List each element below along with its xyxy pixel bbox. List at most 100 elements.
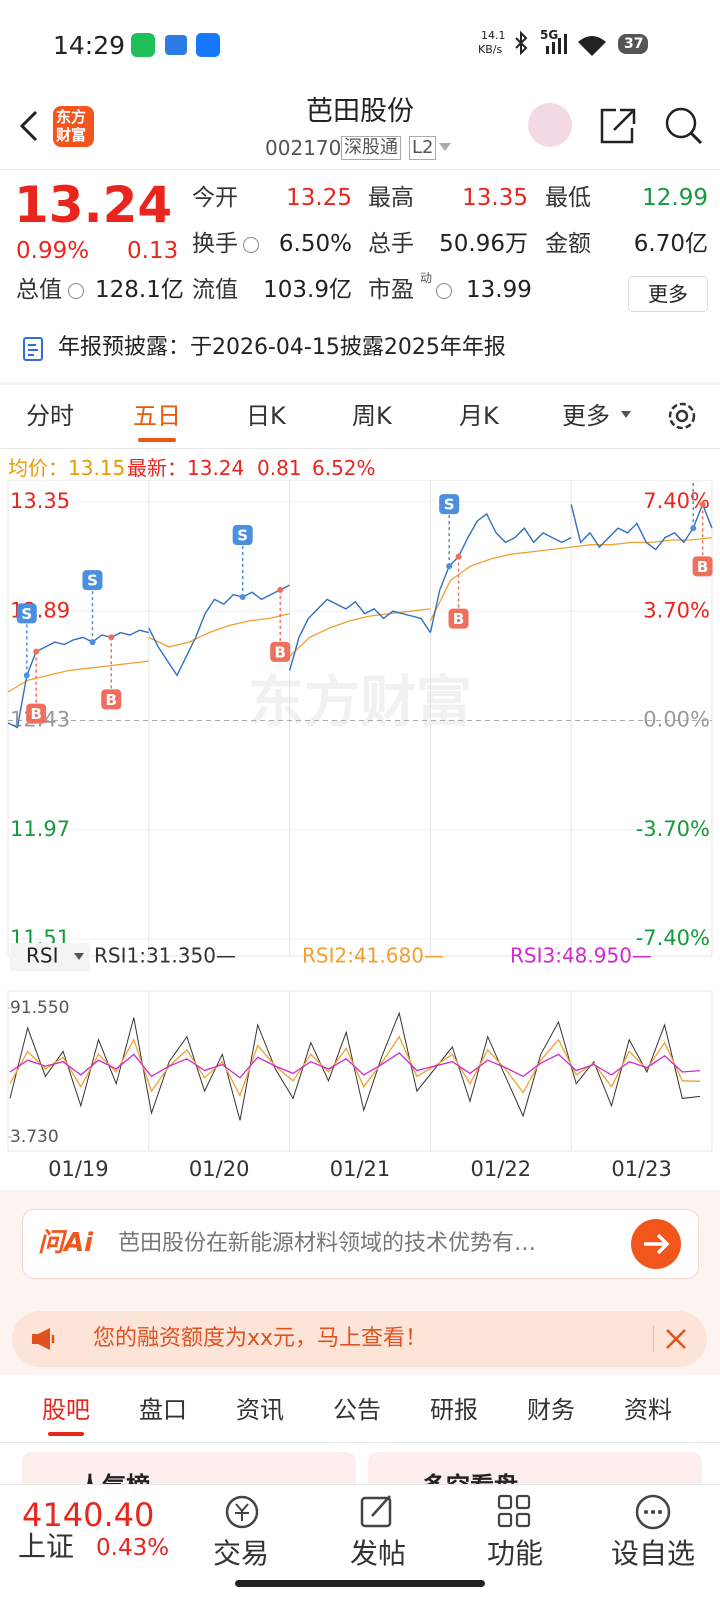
trade-label: S bbox=[87, 572, 98, 590]
trade-badge bbox=[101, 689, 122, 710]
field-label: 换手 bbox=[192, 231, 238, 257]
assistant-avatar[interactable] bbox=[528, 103, 572, 147]
x-tick-label: 01/20 bbox=[189, 1157, 250, 1181]
y-tick-label: 13.35 bbox=[10, 489, 70, 513]
trade-label: S bbox=[237, 527, 248, 545]
back-button[interactable] bbox=[14, 108, 44, 144]
trade-badge bbox=[692, 556, 713, 577]
promo-icon bbox=[32, 1328, 55, 1350]
more-button[interactable] bbox=[628, 276, 708, 312]
field-value: 103.9亿 bbox=[263, 277, 352, 303]
legend-entry: RSI2:41.680— bbox=[302, 944, 444, 968]
ai-send[interactable] bbox=[630, 1218, 682, 1270]
y2-tick-label: 0.00% bbox=[643, 708, 710, 732]
field-label: 最高 bbox=[368, 185, 414, 211]
ai-prompt[interactable]: 芭田股份在新能源材料领域的技术优势有… bbox=[118, 1231, 537, 1256]
stock-code: 002170 bbox=[265, 136, 342, 160]
trade-icon[interactable] bbox=[220, 1492, 264, 1532]
notice-icon bbox=[23, 337, 43, 361]
dropdown-arrow[interactable] bbox=[620, 410, 632, 420]
trade-point bbox=[446, 563, 453, 570]
field-label: 金额 bbox=[545, 231, 591, 257]
share-button[interactable] bbox=[598, 106, 638, 146]
section-tab[interactable]: 研报 bbox=[430, 1396, 478, 1424]
info-icon[interactable] bbox=[243, 237, 259, 253]
stock-name: 芭田股份 bbox=[306, 96, 414, 127]
separator bbox=[653, 1326, 654, 1352]
close-button[interactable] bbox=[664, 1327, 688, 1351]
field-value: 12.99 bbox=[642, 185, 708, 211]
search-button[interactable] bbox=[664, 106, 704, 146]
trade-label: B bbox=[30, 705, 41, 723]
index-change[interactable]: 0.43% bbox=[96, 1535, 170, 1561]
y2-tick-label: -3.70% bbox=[636, 817, 710, 841]
trade-point bbox=[455, 553, 462, 560]
field-value: 6.50% bbox=[278, 231, 352, 257]
nav-label[interactable]: 交易 bbox=[212, 1537, 269, 1570]
latest-label: 最新：13.24 bbox=[127, 458, 244, 478]
trade-label: B bbox=[697, 558, 708, 576]
change: 0.81 bbox=[257, 456, 302, 480]
change-pct: 0.99% bbox=[16, 238, 90, 264]
section-tab[interactable]: 资料 bbox=[624, 1396, 672, 1424]
status-icons bbox=[515, 30, 648, 56]
chart-tab[interactable]: 日K bbox=[246, 402, 286, 430]
nav-label[interactable]: 功能 bbox=[486, 1537, 543, 1570]
field-label: 流值 bbox=[192, 277, 238, 303]
trade-point bbox=[33, 648, 40, 655]
trade-badge bbox=[448, 608, 469, 629]
trade-point bbox=[699, 501, 706, 508]
promo-text[interactable]: 您的融资额度为xx元，马上查看！ bbox=[93, 1326, 428, 1351]
watchlist-icon[interactable] bbox=[631, 1492, 675, 1532]
dropdown-arrow bbox=[74, 953, 84, 960]
latest-value: 13.24 bbox=[187, 456, 245, 480]
rsi-frame bbox=[7, 990, 713, 1152]
function-icon[interactable] bbox=[493, 1492, 537, 1532]
promo-bar[interactable] bbox=[12, 1311, 707, 1367]
avg-line bbox=[148, 612, 290, 648]
avg-line bbox=[289, 608, 431, 657]
y-tick-label: 3.730 bbox=[10, 1127, 59, 1147]
divider bbox=[0, 382, 720, 385]
more-button-label[interactable]: 更多 bbox=[648, 282, 688, 306]
latest-label-text: 最新： bbox=[127, 456, 187, 480]
pe-tag: 动 bbox=[420, 271, 433, 285]
section-tab[interactable]: 资讯 bbox=[236, 1396, 284, 1424]
section-tab[interactable]: 公告 bbox=[333, 1396, 381, 1424]
rsi-selector bbox=[10, 943, 90, 971]
trade-point bbox=[23, 672, 30, 679]
chart-tab[interactable]: 分时 bbox=[26, 402, 74, 430]
section-tab[interactable]: 股吧 bbox=[42, 1396, 90, 1424]
field-label: 总手 bbox=[368, 231, 414, 257]
section-tab[interactable]: 盘口 bbox=[139, 1396, 187, 1424]
post-icon[interactable] bbox=[356, 1492, 400, 1532]
divider bbox=[0, 1442, 720, 1443]
avg-line bbox=[429, 546, 572, 622]
settings-button[interactable] bbox=[664, 398, 700, 434]
index-name[interactable]: 上证 bbox=[18, 1530, 75, 1563]
alipay-icon bbox=[196, 33, 220, 57]
field-label: 市盈 bbox=[368, 277, 414, 303]
tag: 深股通 bbox=[341, 136, 401, 160]
notice-text[interactable]: 年报预披露：于2026-04-15披露2025年年报 bbox=[58, 335, 506, 360]
field-value: 13.25 bbox=[286, 185, 352, 211]
ai-bar[interactable] bbox=[22, 1209, 699, 1279]
avg-label: 均价：13.15 bbox=[8, 458, 125, 478]
x-tick-label: 01/19 bbox=[48, 1157, 109, 1181]
section-tab[interactable]: 财务 bbox=[527, 1396, 575, 1424]
chart-tab[interactable]: 更多 bbox=[562, 402, 610, 430]
trade-label: S bbox=[21, 605, 32, 623]
nav-label[interactable]: 发帖 bbox=[349, 1537, 406, 1570]
index-value[interactable]: 4140.40 bbox=[22, 1496, 155, 1534]
info-icon[interactable] bbox=[436, 283, 452, 299]
y2-tick-label: 3.70% bbox=[643, 598, 710, 622]
dropdown-arrow[interactable] bbox=[438, 142, 452, 152]
chart-tab[interactable]: 月K bbox=[459, 402, 499, 430]
info-icon[interactable] bbox=[68, 283, 84, 299]
price-line bbox=[7, 629, 149, 729]
nav-label[interactable]: 设自选 bbox=[610, 1537, 695, 1570]
chart-tab[interactable]: 周K bbox=[352, 402, 392, 430]
chart-tab[interactable]: 五日 bbox=[133, 402, 181, 430]
rsi-line bbox=[9, 1011, 701, 1121]
